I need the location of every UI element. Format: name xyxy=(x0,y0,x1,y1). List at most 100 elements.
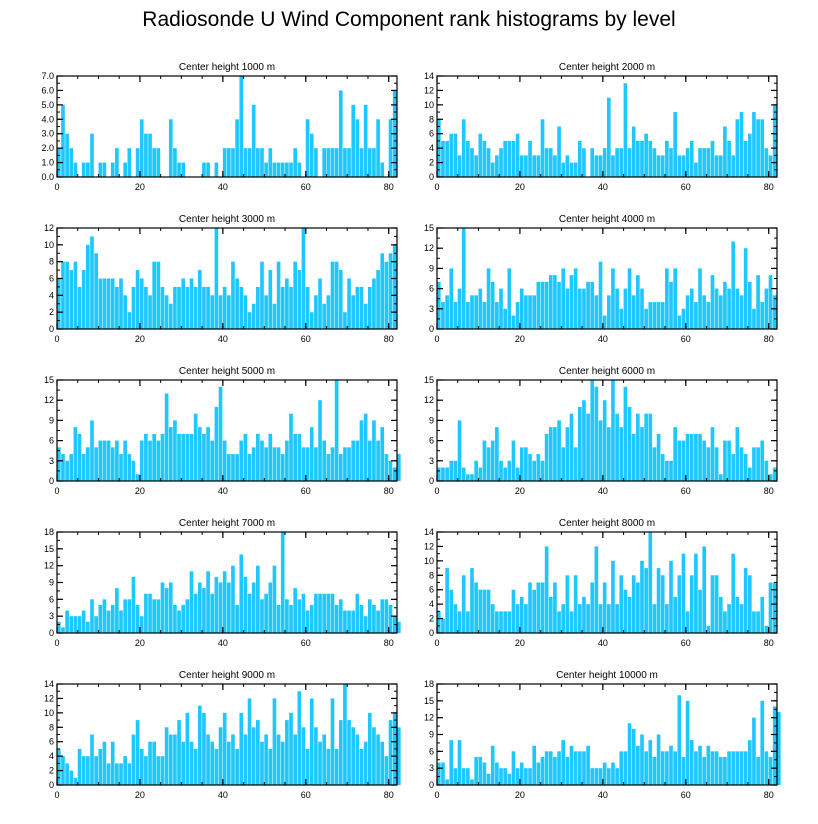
histogram-bar xyxy=(573,162,578,177)
histogram-bar xyxy=(247,312,252,329)
histogram-bar xyxy=(322,440,327,481)
histogram-bar xyxy=(665,268,669,329)
histogram-bar xyxy=(289,162,293,177)
histogram-bar xyxy=(665,460,669,481)
histogram-bar xyxy=(127,599,132,633)
histogram-bar xyxy=(98,604,103,633)
histogram-bar xyxy=(602,315,607,329)
histogram-bar xyxy=(173,604,177,633)
y-tick-label: 4 xyxy=(49,751,54,761)
histogram-bar xyxy=(164,393,169,481)
histogram-bar xyxy=(65,763,69,785)
histogram-bar xyxy=(351,727,356,785)
histogram-panel-5: Center height 5000 m 0 20 40 60 80 0 3 6 9 12 15 xyxy=(44,366,401,496)
histogram-bar xyxy=(330,698,335,785)
histogram-bar xyxy=(752,717,756,785)
histogram-bar xyxy=(474,582,478,633)
histogram-bar xyxy=(660,454,665,481)
histogram-bar xyxy=(586,604,590,633)
histogram-bar xyxy=(119,610,123,633)
panel-title: Center height 6000 m xyxy=(559,366,655,377)
histogram-bar xyxy=(156,261,161,329)
histogram-bar xyxy=(735,596,740,633)
histogram-bar xyxy=(338,90,343,177)
histogram-bar xyxy=(710,751,715,785)
histogram-bar xyxy=(144,433,148,481)
histogram-bar xyxy=(652,148,657,177)
histogram-bar xyxy=(347,278,351,329)
x-tick-label: 0 xyxy=(54,790,59,800)
histogram-bar xyxy=(156,756,161,785)
histogram-bar xyxy=(557,611,561,633)
histogram-bar xyxy=(772,467,777,481)
histogram-bar xyxy=(115,286,119,329)
histogram-bar xyxy=(355,734,360,785)
histogram-bar xyxy=(214,228,219,329)
histogram-bar xyxy=(764,625,769,633)
histogram-bar xyxy=(264,734,268,785)
histogram-bar xyxy=(515,302,520,329)
histogram-bar xyxy=(743,568,748,633)
histogram-bar xyxy=(482,302,487,329)
y-tick-label: 0 xyxy=(49,780,54,790)
histogram-bar xyxy=(756,611,760,633)
histogram-bar xyxy=(57,447,61,481)
histogram-bar xyxy=(347,447,351,481)
histogram-bar xyxy=(747,575,752,633)
y-tick-label: 6 xyxy=(49,737,54,747)
histogram-bar xyxy=(640,140,644,177)
histogram-bar xyxy=(222,286,227,329)
histogram-bar xyxy=(276,604,281,633)
histogram-bar xyxy=(681,308,686,329)
histogram-bar xyxy=(181,433,186,481)
histogram-bar xyxy=(144,756,148,785)
histogram-bar xyxy=(648,140,653,177)
panel-title: Center height 3000 m xyxy=(179,214,275,225)
histogram-bar xyxy=(590,380,595,481)
histogram-bar xyxy=(582,751,586,785)
histogram-bar xyxy=(330,447,335,481)
histogram-bar xyxy=(598,768,603,785)
panel-title: Center height 7000 m xyxy=(179,518,275,529)
y-tick-label: 6 xyxy=(49,594,54,604)
histogram-bar xyxy=(338,454,343,481)
histogram-bar xyxy=(727,751,731,785)
histogram-bar xyxy=(77,748,82,785)
histogram-bar xyxy=(582,596,586,633)
histogram-bar xyxy=(631,126,636,177)
histogram-bar xyxy=(548,148,553,177)
histogram-bar xyxy=(185,712,190,785)
x-tick-label: 0 xyxy=(54,182,59,192)
x-tick-label: 80 xyxy=(764,790,774,800)
histogram-bar xyxy=(214,576,219,633)
histogram-bar xyxy=(81,454,86,481)
y-tick-label: 18 xyxy=(44,527,54,537)
histogram-bar xyxy=(673,751,677,785)
histogram-bar xyxy=(710,575,715,633)
histogram-bar xyxy=(268,148,273,177)
y-tick-label: 2.0 xyxy=(41,143,54,153)
histogram-bar xyxy=(731,553,736,633)
histogram-bar xyxy=(453,768,458,785)
histogram-bar xyxy=(247,454,252,481)
histogram-bar xyxy=(665,140,669,177)
histogram-bar xyxy=(231,454,235,481)
histogram-bar xyxy=(644,133,648,177)
y-tick-label: 0 xyxy=(429,476,434,486)
histogram-bar xyxy=(193,748,198,785)
histogram-bar xyxy=(685,433,690,481)
histogram-bar xyxy=(256,433,260,481)
histogram-bar xyxy=(239,76,244,177)
y-tick-label: 12 xyxy=(44,223,54,233)
histogram-bar xyxy=(202,712,206,785)
histogram-bar xyxy=(384,261,389,329)
histogram-bar xyxy=(536,454,541,481)
histogram-bar xyxy=(276,162,281,177)
histogram-bar xyxy=(544,281,549,329)
histogram-bar xyxy=(297,433,302,481)
histogram-bar xyxy=(685,700,690,785)
histogram-bar xyxy=(231,148,235,177)
histogram-bar xyxy=(177,433,181,481)
histogram-bar xyxy=(478,288,483,329)
histogram-bar xyxy=(607,295,611,329)
